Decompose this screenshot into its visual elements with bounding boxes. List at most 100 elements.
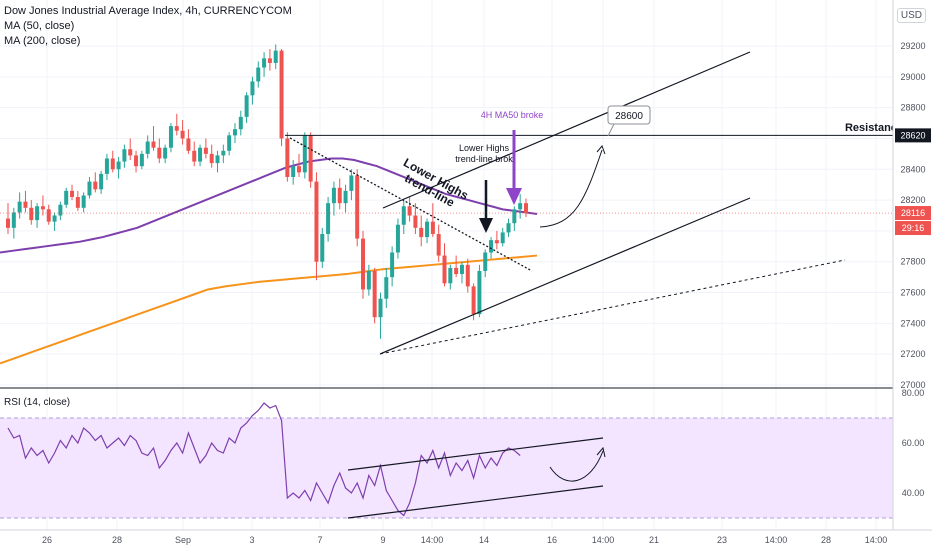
candle-body xyxy=(366,270,371,290)
time-axis-bg xyxy=(0,530,932,550)
dashed-projection-line xyxy=(379,259,846,355)
candle-body xyxy=(46,209,51,222)
candle-body xyxy=(145,141,150,154)
candle-body xyxy=(384,277,389,299)
candle-body xyxy=(267,58,272,63)
legend-ma50: MA (50, close) xyxy=(4,20,75,32)
purple-arrow-head xyxy=(506,188,522,205)
time-tick-label: 14:00 xyxy=(765,535,788,545)
price-tick-label: 28800 xyxy=(900,103,925,113)
candle-body xyxy=(407,206,412,216)
time-tick-label: 26 xyxy=(42,535,52,545)
candle-body xyxy=(297,166,301,173)
rsi-line xyxy=(7,402,521,517)
target-callout-pointer xyxy=(607,123,615,137)
candle-body xyxy=(291,166,296,177)
candle-body xyxy=(81,195,86,208)
candle-body xyxy=(11,212,16,228)
candle-body xyxy=(250,81,255,96)
legend-rsi: RSI (14, close) xyxy=(4,397,71,408)
candle-body xyxy=(104,158,109,174)
candle-body xyxy=(448,267,453,284)
candle-body xyxy=(494,240,499,244)
time-tick-label: 7 xyxy=(317,535,322,545)
candle-body xyxy=(279,50,284,139)
time-tick-label: 14:00 xyxy=(592,535,615,545)
price-tick-label: 27000 xyxy=(900,380,925,390)
rsi-pane xyxy=(0,402,893,519)
candle-body xyxy=(244,95,249,117)
candle-body xyxy=(512,209,517,224)
rsi-band xyxy=(0,418,893,518)
candle-body xyxy=(192,150,197,162)
ma200-line xyxy=(0,254,538,365)
candle-body xyxy=(273,50,278,63)
price-tick-label: 27200 xyxy=(900,349,925,359)
candle-body xyxy=(151,141,156,148)
channel-lower-line xyxy=(379,197,751,355)
ma50-line xyxy=(0,157,538,254)
resistance-label: Resistance xyxy=(845,122,903,134)
candle-body xyxy=(93,181,98,190)
rsi-tick-label: 80.00 xyxy=(902,388,925,398)
candle-body xyxy=(489,240,494,253)
candle-body xyxy=(523,203,528,214)
candle-body xyxy=(314,181,319,262)
target-label: 28600 xyxy=(615,111,643,122)
candle-body xyxy=(122,149,127,162)
candle-body xyxy=(232,129,237,136)
candle-body xyxy=(425,221,430,238)
rsi-tick-label: 60.00 xyxy=(902,438,925,448)
candle-body xyxy=(139,153,144,167)
last-price-tag xyxy=(895,206,931,221)
price-tick-label: 29000 xyxy=(900,72,925,82)
projection-arrowhead xyxy=(596,145,606,155)
rsi-projection-arrowhead xyxy=(596,446,606,458)
time-tick-label: 21 xyxy=(649,535,659,545)
ma50-broke-label: 4H MA50 broke xyxy=(481,110,544,120)
candle-body xyxy=(209,153,214,164)
candle-body xyxy=(477,270,482,315)
time-tick-label: 28 xyxy=(821,535,831,545)
currency-button[interactable]: USD xyxy=(896,8,926,23)
resistance-price-tag xyxy=(895,128,931,143)
price-axis-bg xyxy=(893,0,932,530)
candle-body xyxy=(390,252,395,278)
candle-body xyxy=(174,126,179,131)
lower-highs-break-label-1: Lower Highs xyxy=(459,143,510,153)
candle-body xyxy=(361,238,366,290)
candle-body xyxy=(413,215,418,228)
candle-body xyxy=(430,221,435,234)
candle-body xyxy=(419,227,424,238)
candle-body xyxy=(442,255,447,284)
candle-body xyxy=(262,58,267,68)
candle-body xyxy=(343,190,348,204)
time-tick-label: Sep xyxy=(175,535,191,545)
candle-body xyxy=(302,135,307,173)
candle-body xyxy=(99,173,104,190)
price-tick-label: 27800 xyxy=(900,257,925,267)
candle-body xyxy=(227,135,232,151)
candle-body xyxy=(436,233,441,256)
candle-body xyxy=(256,67,261,82)
candle-body xyxy=(518,203,523,210)
channel-upper-line xyxy=(382,51,751,209)
candle-body xyxy=(198,147,203,162)
candle-body xyxy=(331,187,336,204)
candle-body xyxy=(308,135,313,182)
candle-body xyxy=(134,155,139,167)
candle-body xyxy=(29,207,34,221)
drawings: 28600 4H MA50 broke Lower Highstrend-line … xyxy=(0,51,903,355)
candle-body xyxy=(110,158,115,170)
price-tick-label: 28400 xyxy=(900,164,925,174)
candle-body xyxy=(401,206,406,225)
candle-body xyxy=(75,197,80,208)
candle-body xyxy=(349,175,354,191)
legend-title: Dow Jones Industrial Average Index, 4h, … xyxy=(4,5,292,17)
candle-body xyxy=(35,206,40,221)
candle-body xyxy=(355,175,360,239)
candle-body xyxy=(471,286,476,315)
time-tick-label: 3 xyxy=(249,535,254,545)
